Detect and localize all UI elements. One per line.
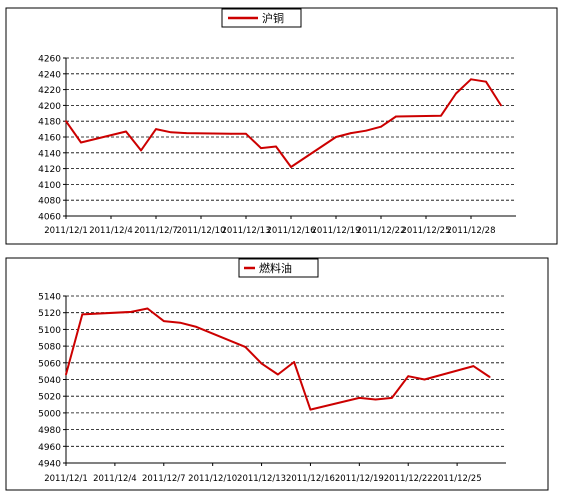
y-tick-label: 5120 [38,309,61,319]
data-point [472,365,475,368]
x-tick-label: 2011/12/25 [433,474,482,484]
x-tick-label: 2011/12/16 [267,226,316,236]
plot-area-copper: 4060 4080 4100 4120 4140 4160 4180 4200 4220 4240… [38,55,516,236]
data-point [162,320,165,322]
y-tick-label: 4260 [38,55,61,65]
legend-box [238,258,319,278]
y-tick-label: 5040 [38,376,61,386]
plot-area-fueloil: 4940 4960 4980 5000 5020 5040 5060 5080 5100 5120… [38,293,506,484]
data-point [260,147,262,149]
data-point [195,325,198,328]
y-tick-label: 5060 [38,359,61,369]
data-point [244,346,247,348]
data-point [179,321,181,324]
data-point [440,114,442,117]
y-tick-label: 4140 [38,149,61,159]
y-tick-label: 5020 [38,393,61,403]
data-point [155,128,157,131]
data-point [290,166,292,168]
y-tick-label: 4200 [38,102,61,112]
data-point [309,408,312,411]
y-tick-label: 5100 [38,326,61,336]
data-point [374,398,377,401]
legend-label: 沪铜 [262,11,284,25]
x-tick-label: 2011/12/1 [44,474,88,484]
data-point [293,361,296,363]
x-tick-label: 2011/12/22 [357,226,406,236]
x-tick-label: 2011/12/4 [89,226,133,236]
legend-label: 燃料油 [259,261,292,275]
data-point [335,136,337,138]
data-point [365,129,367,132]
y-tick-label: 5080 [38,343,61,353]
chart-frame-copper [5,7,558,245]
data-point [185,132,187,134]
y-tick-label: 4180 [38,118,61,128]
data-point [65,373,67,376]
data-point [488,376,491,378]
x-tick-label: 2011/12/4 [93,474,137,484]
data-point [65,120,67,123]
y-tick-label: 4160 [38,134,61,144]
x-tick-label: 2011/12/19 [335,474,384,484]
legend-fueloil: 燃料油 [238,258,319,278]
series-line [65,78,502,168]
data-point [500,104,502,107]
x-tick-label: 2011/12/1 [44,226,88,236]
x-tick-label: 2011/12/25 [402,226,451,236]
x-tick-label: 2011/12/16 [286,474,335,484]
data-point [130,310,133,313]
y-tick-label: 4060 [38,213,61,223]
y-tick-label: 4240 [38,70,61,80]
x-tick-label: 2011/12/10 [188,474,237,484]
data-point [350,132,352,134]
data-point [230,132,232,135]
data-point [470,78,472,81]
y-tick-label: 4980 [38,426,61,436]
data-point [407,375,410,378]
data-point [358,396,361,399]
x-tick-label: 2011/12/10 [177,226,226,236]
x-tick-label: 2011/12/7 [142,474,186,484]
data-point [125,130,127,133]
data-point [245,132,247,135]
data-point [81,313,84,316]
data-point [146,307,149,310]
data-point [455,92,457,95]
y-tick-label: 4220 [38,86,61,96]
x-tick-label: 2011/12/7 [134,226,178,236]
y-tick-label: 4100 [38,181,61,191]
data-point [391,396,393,399]
x-tick-label: 2011/12/22 [384,474,433,484]
y-tick-label: 4960 [38,443,61,453]
y-tick-label: 4940 [38,460,61,470]
data-point [485,80,487,83]
data-point [80,141,82,144]
data-point [276,373,279,376]
x-tick-label: 2011/12/13 [237,474,286,484]
data-point [170,131,172,134]
x-tick-label: 2011/12/28 [447,226,496,236]
y-tick-label: 5000 [38,409,61,419]
data-point [380,125,382,128]
data-point [260,362,263,365]
data-point [140,149,142,152]
data-point [423,378,426,381]
y-tick-label: 4080 [38,197,61,207]
x-tick-label: 2011/12/13 [222,226,271,236]
data-point [275,145,277,148]
x-tick-label: 2011/12/19 [312,226,361,236]
y-tick-label: 4120 [38,165,61,175]
legend-box [221,8,302,28]
legend-copper: 沪铜 [221,8,302,28]
y-tick-label: 5140 [38,293,61,303]
data-point [395,115,397,118]
